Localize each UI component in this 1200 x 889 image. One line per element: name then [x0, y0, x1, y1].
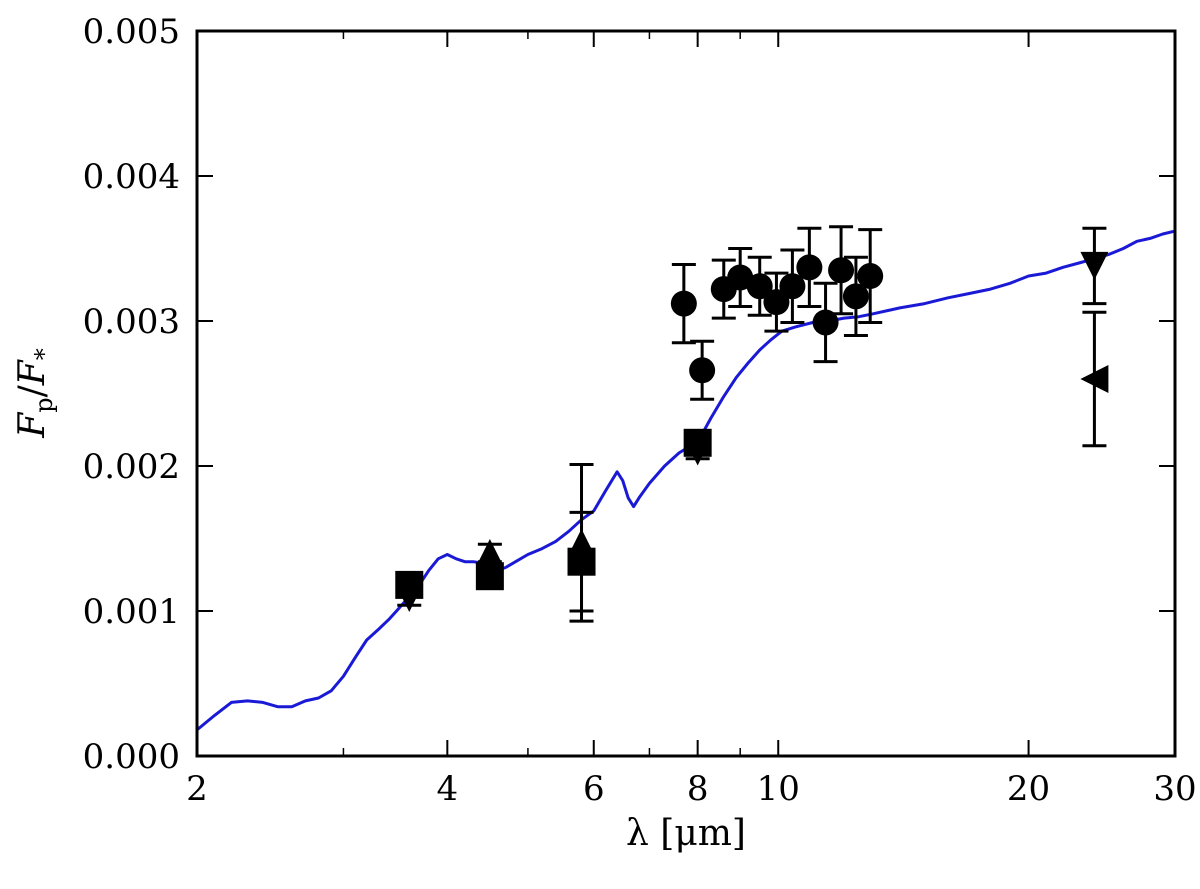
data-point-circle	[670, 290, 697, 317]
data-point-circle	[812, 309, 839, 336]
data-point-triangle-left	[1080, 365, 1109, 393]
x-tick-label: 4	[437, 769, 459, 809]
x-tick-label: 6	[583, 769, 605, 809]
data-point-triangle-down	[1080, 251, 1109, 280]
data-point-circle	[796, 254, 823, 281]
data-point-circle	[857, 263, 884, 290]
y-tick-label: 0.001	[83, 592, 180, 632]
y-axis-label-slash: /	[12, 384, 53, 397]
data-point-triangle-up	[475, 539, 504, 567]
axis-ticks: 2 4 6 8 10 20 30 0.000 0.001 0.002 0.003 0.004 0.005	[83, 12, 1197, 809]
y-axis-label-f: F	[12, 411, 53, 439]
data-point-circle	[689, 357, 716, 384]
x-tick-label: 2	[186, 769, 208, 809]
y-axis-label-sub-star: *	[30, 348, 58, 360]
y-tick-label: 0.002	[83, 447, 180, 487]
x-tick-label: 20	[1007, 769, 1050, 809]
data-point-circle	[746, 273, 773, 300]
y-tick-label: 0.005	[83, 12, 180, 52]
y-tick-label: 0.003	[83, 302, 180, 342]
plot-area	[196, 225, 1176, 732]
data-point-circle	[727, 264, 754, 291]
plot-frame	[195, 29, 1177, 758]
model-spectrum-line	[196, 229, 1176, 732]
data-point-triangle-down	[683, 437, 712, 466]
data-point-circle	[842, 283, 869, 310]
x-tick-label: 8	[687, 769, 709, 809]
data-point-circle	[828, 257, 855, 284]
data-point-triangle-up	[567, 528, 596, 557]
y-axis-label-sub-p: p	[30, 397, 58, 412]
x-tick-label: 10	[757, 769, 800, 809]
y-axis-label: Fp/F*	[12, 348, 58, 438]
data-point-triangle-down	[395, 583, 424, 612]
x-tick-label: 30	[1153, 769, 1196, 809]
data-point-circle	[779, 273, 806, 300]
y-axis-label-f2: F	[12, 358, 53, 386]
y-tick-label: 0.000	[83, 737, 180, 777]
y-tick-label: 0.004	[83, 157, 180, 197]
x-axis-label: λ [μm]	[626, 813, 746, 854]
data-point-circle	[763, 289, 790, 316]
